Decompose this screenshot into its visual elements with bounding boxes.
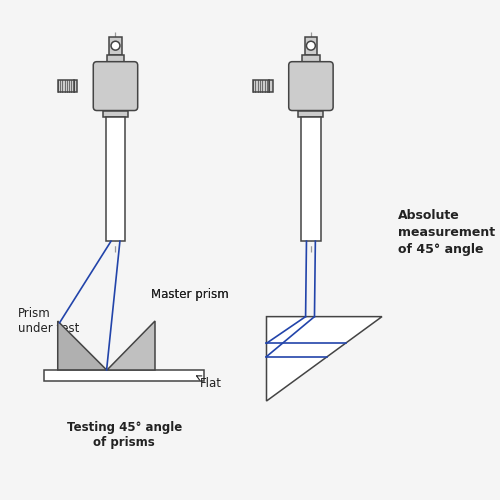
Text: Prism
under test: Prism under test [18, 307, 79, 335]
Polygon shape [106, 321, 156, 370]
Polygon shape [266, 316, 382, 401]
Bar [58, 80, 74, 92]
Bar [103, 110, 128, 117]
Bar [110, 37, 122, 54]
Text: Testing 45° angle
of prisms: Testing 45° angle of prisms [66, 421, 182, 449]
Bar [269, 80, 272, 92]
Bar [106, 117, 126, 241]
Bar [74, 80, 78, 92]
Polygon shape [58, 321, 106, 370]
FancyBboxPatch shape [94, 62, 138, 110]
Text: Absolute
measurement
of 45° angle: Absolute measurement of 45° angle [398, 208, 495, 256]
Circle shape [111, 41, 120, 50]
FancyBboxPatch shape [288, 62, 333, 110]
Bar [302, 54, 320, 62]
Circle shape [306, 41, 316, 50]
Bar [253, 80, 269, 92]
Bar [298, 110, 324, 117]
Bar [106, 54, 124, 62]
Bar [44, 370, 204, 380]
Bar [304, 37, 317, 54]
Bar [301, 117, 320, 241]
Text: Master prism: Master prism [151, 288, 229, 301]
Text: Flat: Flat [196, 376, 222, 390]
Text: Master prism: Master prism [151, 288, 229, 301]
